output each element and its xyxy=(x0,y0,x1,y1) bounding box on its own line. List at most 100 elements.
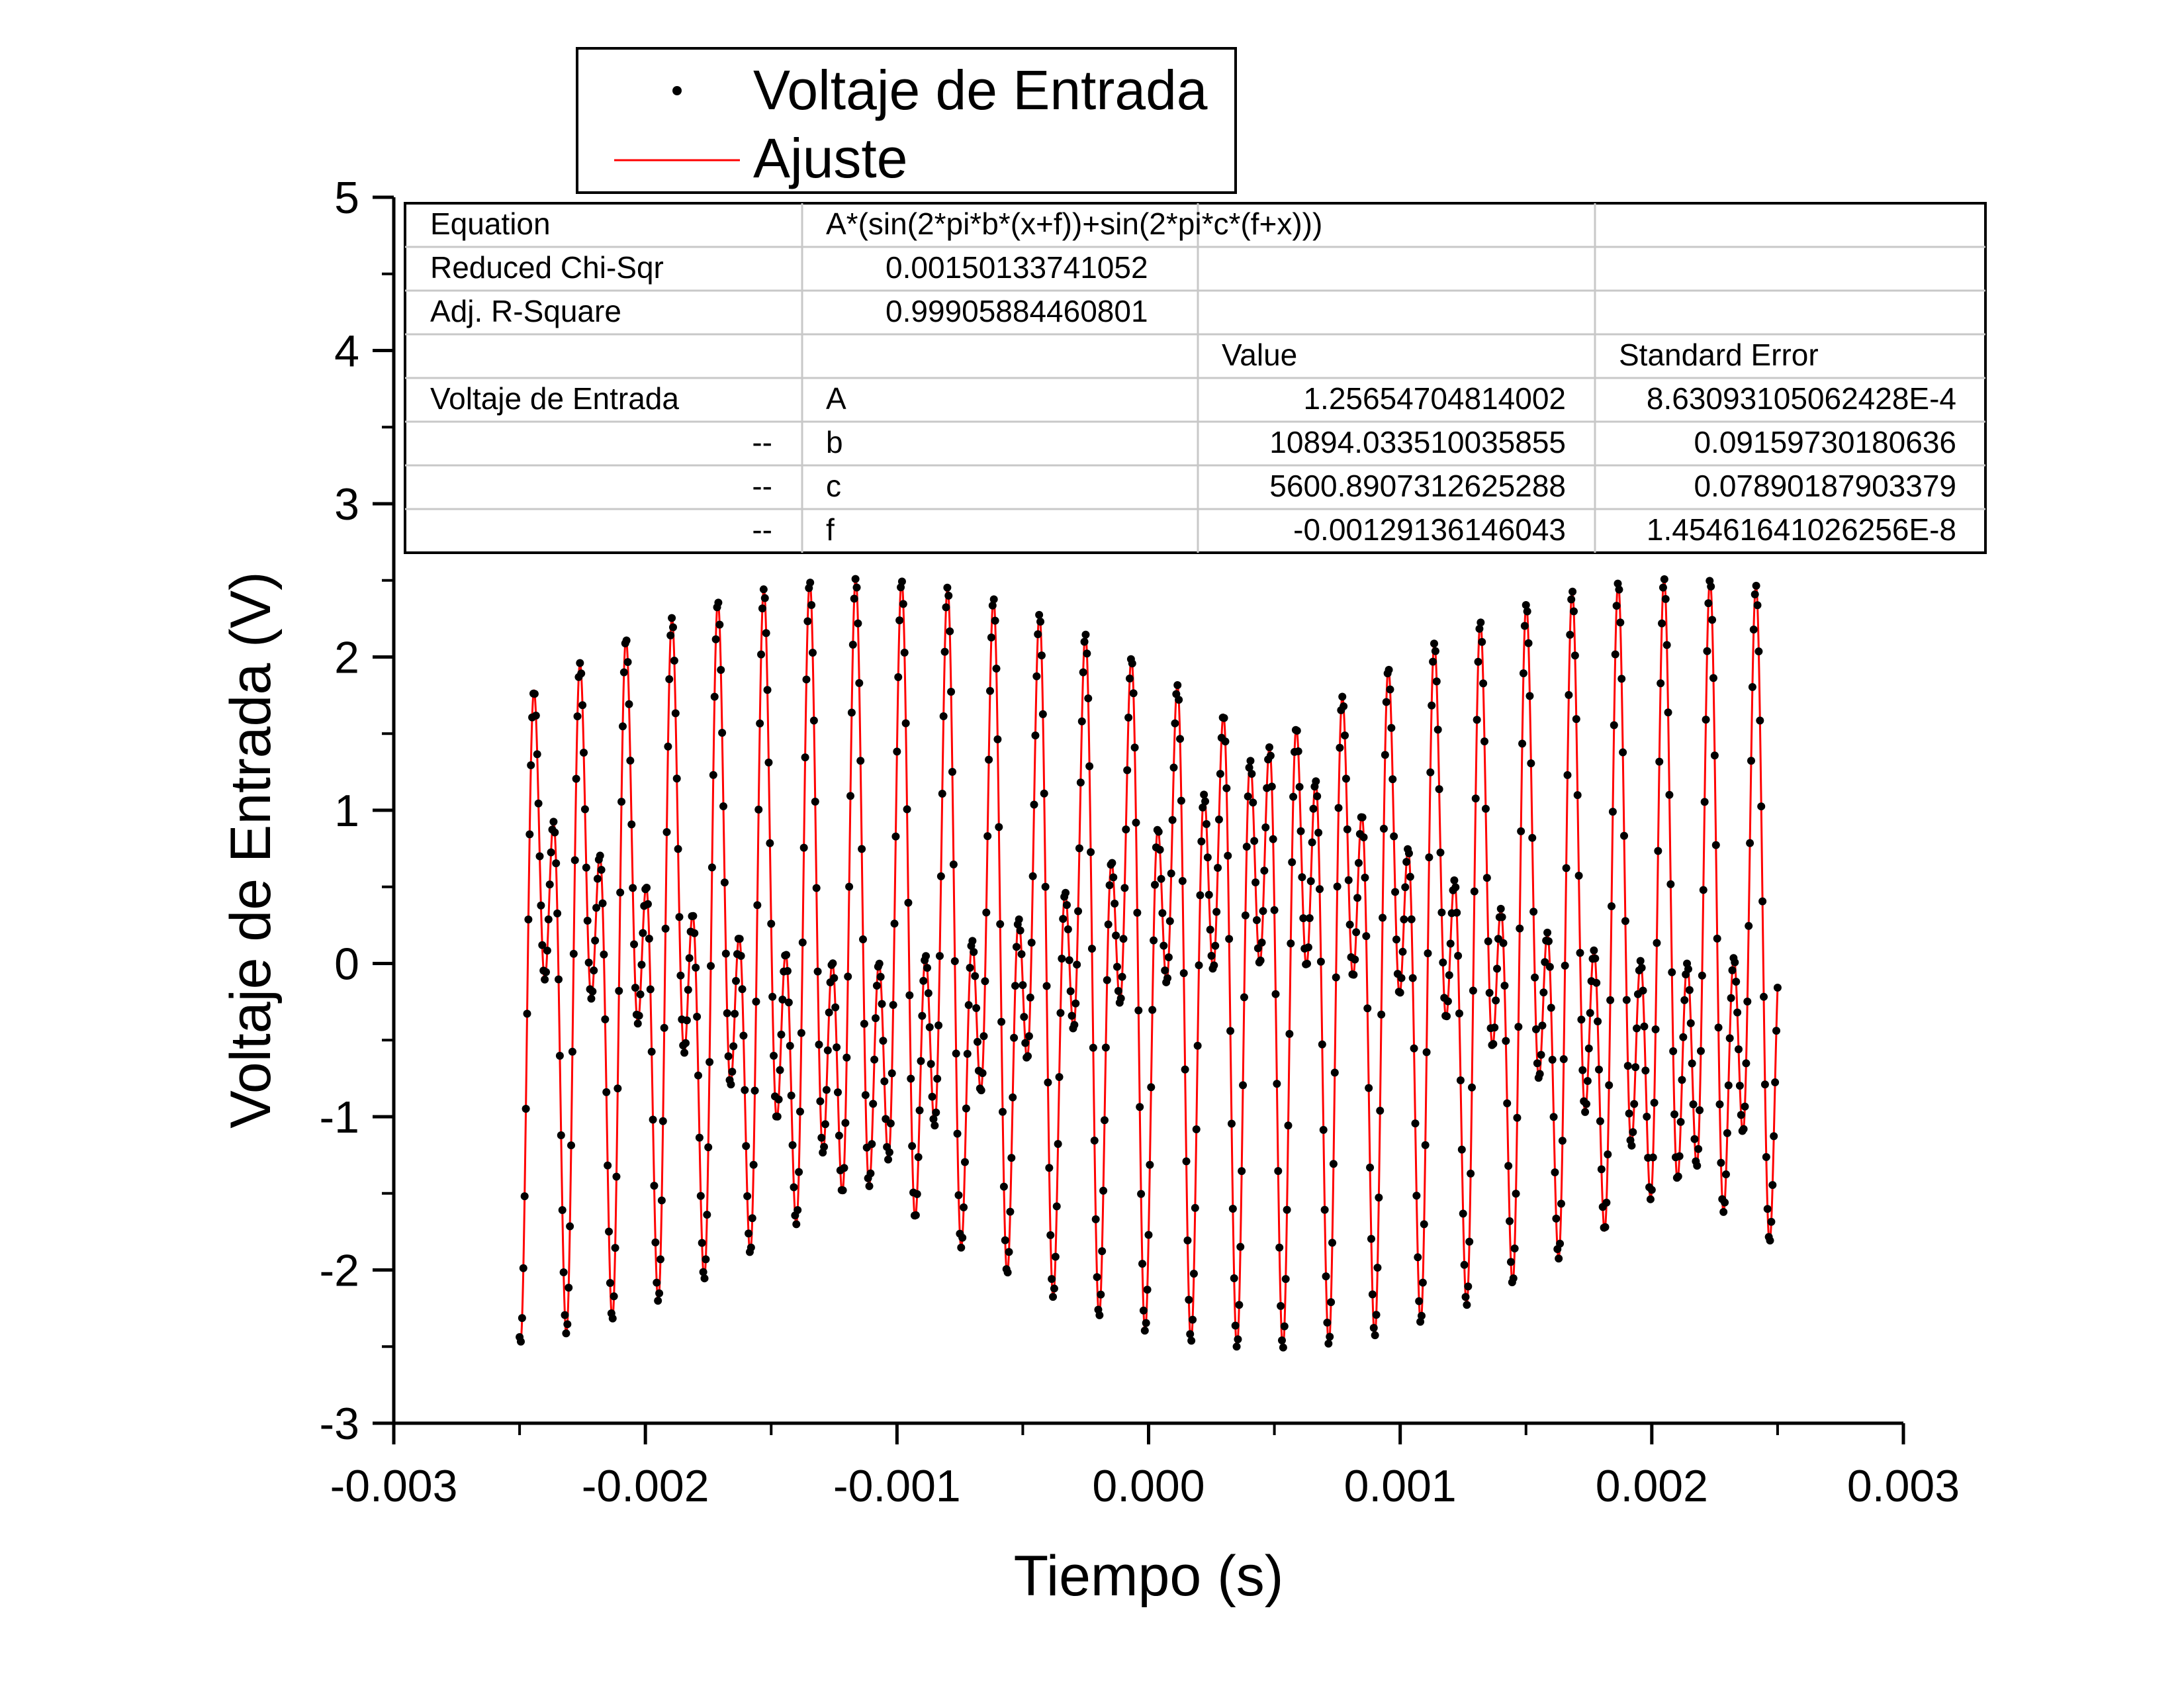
data-point xyxy=(681,1039,690,1047)
data-point xyxy=(1513,1113,1522,1122)
data-point xyxy=(1030,800,1038,809)
data-point xyxy=(1369,1323,1378,1332)
x-tick-label: 0.002 xyxy=(1596,1461,1708,1511)
data-point xyxy=(1456,1076,1465,1084)
data-point xyxy=(1015,915,1023,923)
data-point xyxy=(562,1329,570,1338)
data-point xyxy=(879,1037,887,1045)
data-point xyxy=(1134,1006,1143,1015)
data-point xyxy=(807,601,816,609)
data-point xyxy=(985,755,993,764)
data-point xyxy=(1372,1311,1381,1319)
data-point xyxy=(1668,968,1676,976)
data-point xyxy=(1284,1121,1293,1130)
data-point xyxy=(1277,1301,1285,1310)
data-point xyxy=(1657,679,1665,688)
data-point xyxy=(631,984,639,992)
data-point xyxy=(1414,1253,1422,1262)
data-point xyxy=(1757,802,1766,811)
data-point xyxy=(1090,1137,1099,1145)
data-point xyxy=(929,1115,938,1123)
data-point xyxy=(1336,743,1344,752)
data-point xyxy=(1443,997,1452,1006)
data-point xyxy=(1252,915,1261,924)
data-point xyxy=(557,1131,565,1139)
data-point xyxy=(576,659,584,667)
data-point xyxy=(1075,844,1083,853)
data-point xyxy=(999,1107,1007,1116)
data-point xyxy=(1118,972,1126,981)
data-point xyxy=(1098,1247,1107,1256)
data-point xyxy=(1762,1152,1770,1161)
data-point xyxy=(1359,833,1368,841)
data-point xyxy=(1557,1199,1565,1208)
data-point xyxy=(1144,1231,1153,1239)
data-point xyxy=(913,1190,921,1198)
data-point xyxy=(1605,1081,1614,1090)
data-point xyxy=(802,675,811,684)
data-point xyxy=(1408,974,1417,982)
data-point xyxy=(846,792,854,800)
data-point xyxy=(524,915,533,923)
y-axis-title: Voltaje de Entrada (V) xyxy=(219,571,283,1128)
data-point xyxy=(1658,619,1666,628)
data-point xyxy=(533,750,541,759)
data-point xyxy=(1189,1315,1197,1324)
data-point xyxy=(1120,884,1129,892)
data-point xyxy=(1669,1047,1678,1055)
data-point xyxy=(1418,1278,1427,1287)
data-point xyxy=(952,1049,960,1058)
data-point xyxy=(611,1244,619,1252)
data-point xyxy=(799,843,808,852)
data-point xyxy=(1416,1317,1425,1326)
data-point xyxy=(794,1205,802,1214)
data-point xyxy=(516,1337,525,1346)
data-point xyxy=(1055,1072,1064,1081)
data-point xyxy=(1612,602,1621,610)
table-cell: c xyxy=(826,469,841,503)
data-point xyxy=(1597,1165,1606,1174)
data-point xyxy=(776,1066,784,1074)
data-point xyxy=(719,802,728,811)
data-point xyxy=(1480,737,1489,745)
data-point xyxy=(770,1051,778,1060)
data-point xyxy=(1332,973,1340,982)
data-point xyxy=(1518,739,1527,748)
data-point xyxy=(1570,651,1579,660)
data-point xyxy=(1563,771,1572,779)
data-point xyxy=(891,832,900,841)
data-point xyxy=(558,1205,567,1214)
data-point xyxy=(1756,716,1764,725)
data-point xyxy=(1583,1076,1592,1085)
data-point xyxy=(569,949,578,958)
data-point xyxy=(820,1143,829,1151)
data-point xyxy=(520,1192,529,1201)
data-point xyxy=(1275,1243,1284,1252)
data-point xyxy=(721,949,730,958)
data-point xyxy=(960,1203,968,1211)
data-point xyxy=(971,972,979,980)
data-point xyxy=(1267,782,1276,791)
data-point xyxy=(1236,1243,1245,1251)
data-point xyxy=(543,946,551,955)
data-point xyxy=(908,1142,917,1150)
data-point xyxy=(1163,974,1172,982)
data-point xyxy=(1160,941,1168,950)
data-point xyxy=(1271,990,1280,998)
data-point xyxy=(1723,1129,1731,1137)
data-point xyxy=(535,852,544,861)
data-point xyxy=(1664,708,1672,717)
data-point xyxy=(1283,1205,1291,1214)
data-point xyxy=(1464,1282,1473,1291)
data-point xyxy=(1265,743,1273,751)
data-point xyxy=(876,972,885,981)
data-point xyxy=(1649,1153,1657,1162)
data-point xyxy=(1485,988,1494,997)
data-point xyxy=(1062,888,1070,897)
data-point xyxy=(570,856,579,865)
data-point xyxy=(1001,1236,1009,1244)
legend-box xyxy=(576,47,1237,194)
data-point xyxy=(591,936,600,945)
data-point xyxy=(1179,969,1188,978)
data-point xyxy=(992,664,1001,673)
